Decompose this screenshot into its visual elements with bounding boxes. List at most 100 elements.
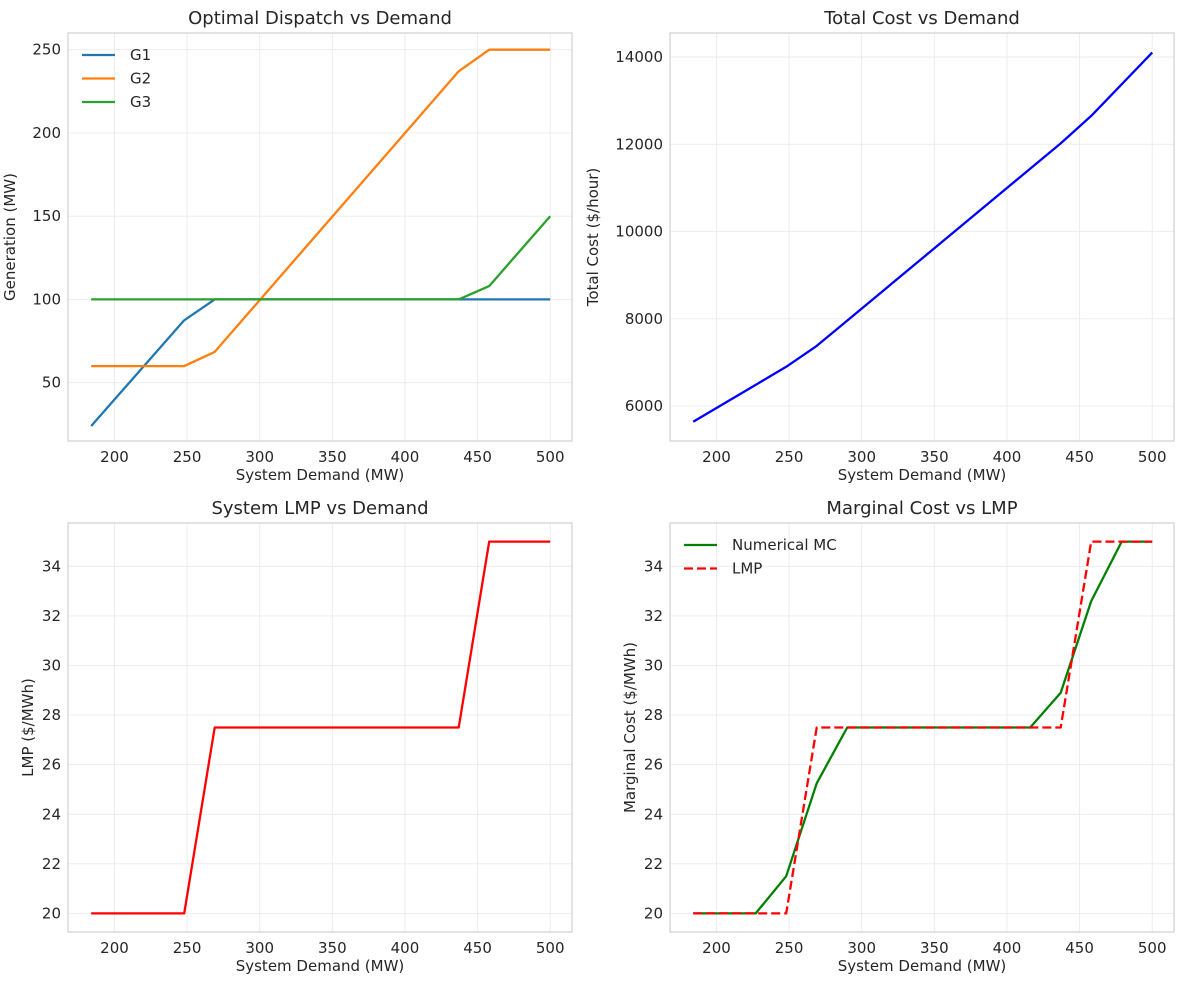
x-tick-label: 200 [702,448,731,466]
x-tick-label: 450 [1065,448,1094,466]
x-tick-label: 200 [100,939,129,957]
legend: G1 G2 G3 [82,46,151,111]
x-tick-label: 200 [702,939,731,957]
y-tick-label: 34 [42,557,61,575]
subplot-system-lmp: 200 250 300 350 400 450 500 20 22 24 26 28 30 32 34 S… [19,498,573,975]
y-tick-label: 24 [42,805,61,823]
x-tick-label: 400 [391,448,420,466]
y-tick-label: 14000 [615,48,663,66]
x-tick-label: 350 [318,448,347,466]
x-tick-label: 400 [993,939,1022,957]
y-tick-label: 34 [644,557,663,575]
legend-label: Numerical MC [732,536,837,554]
xtick-layer: 200 250 300 350 400 450 500 [702,448,1166,466]
y-tick-label: 26 [644,756,663,774]
x-axis-label: System Demand (MW) [838,466,1007,484]
axes-frame [67,522,573,933]
legend-label: G2 [130,70,151,88]
grid-layer [670,33,1174,441]
y-tick-label: 24 [644,805,663,823]
chart-title: System LMP vs Demand [211,498,428,519]
y-axis-label: LMP ($/MWh) [19,678,37,777]
grid-layer [68,523,572,932]
axes-frame [67,32,573,442]
y-tick-label: 150 [32,207,61,225]
y-tick-label: 30 [42,657,61,675]
x-tick-label: 300 [847,448,876,466]
series-line-g2 [91,48,551,368]
y-tick-label: 50 [42,374,61,392]
y-tick-label: 10000 [615,223,663,241]
series-layer [90,48,552,427]
chart-title: Optimal Dispatch vs Demand [188,8,452,29]
y-tick-label: 6000 [625,397,663,415]
series-layer [91,540,551,915]
y-axis-label: Total Cost ($/hour) [584,168,602,308]
y-tick-label: 32 [644,607,663,625]
series-line [91,540,551,915]
series-layer [693,540,1153,915]
x-tick-label: 400 [993,448,1022,466]
x-tick-label: 450 [463,448,492,466]
series-line-lmp [693,540,1153,915]
x-tick-label: 450 [463,939,492,957]
y-tick-label: 28 [644,706,663,724]
x-tick-label: 500 [536,939,565,957]
x-tick-label: 500 [1138,939,1167,957]
x-tick-label: 250 [173,939,202,957]
axes-frame [669,522,1175,933]
legend-label: LMP [732,560,762,578]
y-axis-label: Marginal Cost ($/MWh) [621,642,639,813]
ytick-layer: 50 100 150 200 250 [32,41,61,392]
y-tick-label: 250 [32,41,61,59]
x-tick-label: 250 [775,939,804,957]
xtick-layer: 200 250 300 350 400 450 500 [702,939,1166,957]
x-tick-label: 300 [245,448,274,466]
x-tick-label: 450 [1065,939,1094,957]
y-tick-label: 12000 [615,135,663,153]
series-line [692,51,1154,423]
chart-title: Total Cost vs Demand [823,8,1020,29]
x-tick-label: 300 [245,939,274,957]
ytick-layer: 6000 8000 10000 12000 14000 [615,48,663,415]
ytick-layer: 20 22 24 26 28 30 32 34 [644,557,663,922]
x-axis-label: System Demand (MW) [236,957,405,975]
x-tick-label: 250 [173,448,202,466]
y-tick-label: 26 [42,756,61,774]
xtick-layer: 200 250 300 350 400 450 500 [100,939,564,957]
x-tick-label: 250 [775,448,804,466]
x-axis-label: System Demand (MW) [838,957,1007,975]
axes-frame [669,32,1175,442]
y-tick-label: 30 [644,657,663,675]
series-layer [692,51,1154,423]
x-tick-label: 500 [536,448,565,466]
legend-label: G3 [130,93,151,111]
legend: Numerical MC LMP [684,536,837,578]
x-tick-label: 200 [100,448,129,466]
subplot-total-cost: 200 250 300 350 400 450 500 6000 8000 10000 12000… [584,8,1175,484]
x-tick-label: 350 [920,448,949,466]
y-tick-label: 22 [644,855,663,873]
x-tick-label: 300 [847,939,876,957]
legend-label: G1 [130,46,151,64]
x-tick-label: 350 [920,939,949,957]
y-tick-label: 22 [42,855,61,873]
chart-title: Marginal Cost vs LMP [826,498,1017,519]
x-axis-label: System Demand (MW) [236,466,405,484]
series-line-g3 [91,215,552,301]
y-tick-label: 100 [32,290,61,308]
y-tick-label: 20 [644,904,663,922]
y-tick-label: 20 [42,904,61,922]
y-tick-label: 28 [42,706,61,724]
y-tick-label: 8000 [625,310,663,328]
x-tick-label: 350 [318,939,347,957]
y-tick-label: 200 [32,124,61,142]
subplot-marginal-cost: 200 250 300 350 400 450 500 20 22 24 26 28 30 32 34 N… [621,498,1175,975]
x-tick-label: 400 [391,939,420,957]
ytick-layer: 20 22 24 26 28 30 32 34 [42,557,61,922]
y-axis-label: Generation (MW) [1,173,19,301]
xtick-layer: 200 250 300 350 400 450 500 [100,448,564,466]
